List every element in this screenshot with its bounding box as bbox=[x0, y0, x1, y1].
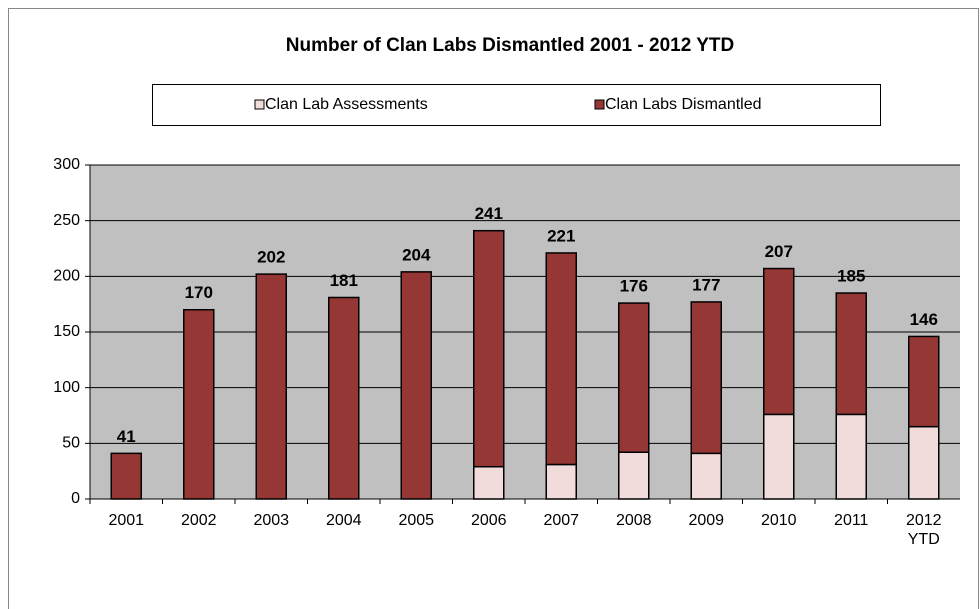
x-tick-label: 2011 bbox=[834, 512, 869, 529]
bar-segment bbox=[255, 273, 287, 500]
x-tick-label: 2002 bbox=[180, 512, 217, 529]
legend-swatch bbox=[594, 99, 605, 110]
bar-segment bbox=[763, 413, 795, 500]
bar-segment bbox=[835, 292, 867, 416]
x-tick-label: 2005 bbox=[398, 512, 435, 529]
x-tick-label: 2004 bbox=[325, 512, 362, 529]
bar-segment bbox=[763, 267, 795, 416]
bar-segment bbox=[908, 335, 940, 428]
y-tick-label: 50 bbox=[62, 435, 80, 452]
y-tick-label: 300 bbox=[53, 156, 80, 173]
x-tick-label: 2008 bbox=[615, 512, 652, 529]
bar-segment bbox=[473, 229, 505, 468]
total-label: 146 bbox=[910, 310, 938, 329]
total-label: 202 bbox=[257, 248, 285, 267]
total-label: 241 bbox=[475, 204, 503, 223]
legend-label: Clan Lab Assessments bbox=[265, 96, 428, 113]
total-label: 181 bbox=[330, 271, 358, 290]
bar-segment bbox=[110, 452, 142, 500]
x-tick-label: 2003 bbox=[253, 512, 290, 529]
bar-segment bbox=[835, 413, 867, 500]
y-tick-label: 250 bbox=[53, 212, 80, 229]
x-tick-label: 2010 bbox=[760, 512, 797, 529]
bar-segment bbox=[618, 451, 650, 500]
x-tick-label: 2007 bbox=[543, 512, 580, 529]
bar-segment bbox=[328, 296, 360, 500]
bar-segment bbox=[690, 301, 722, 455]
bar-segment bbox=[618, 302, 650, 453]
bar-segment bbox=[400, 271, 432, 500]
y-tick-label: 200 bbox=[53, 268, 80, 285]
legend-label: Clan Labs Dismantled bbox=[605, 96, 762, 113]
bar-segment bbox=[690, 452, 722, 500]
legend-swatch bbox=[254, 99, 265, 110]
total-label: 221 bbox=[547, 226, 575, 245]
total-label: 207 bbox=[765, 242, 793, 261]
legend-box bbox=[152, 84, 881, 126]
bar-segment bbox=[545, 463, 577, 500]
total-label: 41 bbox=[117, 427, 136, 446]
y-tick-label: 150 bbox=[53, 323, 80, 340]
y-tick-label: 100 bbox=[53, 379, 80, 396]
x-tick-label: 2012 YTD bbox=[905, 512, 942, 548]
chart-title: Number of Clan Labs Dismantled 2001 - 20… bbox=[286, 35, 734, 56]
total-label: 204 bbox=[402, 245, 431, 264]
bar-segment bbox=[183, 308, 215, 500]
bar-segment bbox=[545, 252, 577, 466]
total-label: 177 bbox=[692, 275, 720, 294]
total-label: 185 bbox=[837, 267, 865, 286]
bar-segment bbox=[473, 465, 505, 500]
total-label: 176 bbox=[620, 277, 648, 296]
x-tick-label: 2006 bbox=[470, 512, 507, 529]
y-tick-label: 0 bbox=[71, 490, 80, 507]
x-tick-label: 2009 bbox=[688, 512, 725, 529]
bar-segment bbox=[908, 425, 940, 500]
total-label: 170 bbox=[185, 283, 213, 302]
x-tick-label: 2001 bbox=[108, 512, 145, 529]
